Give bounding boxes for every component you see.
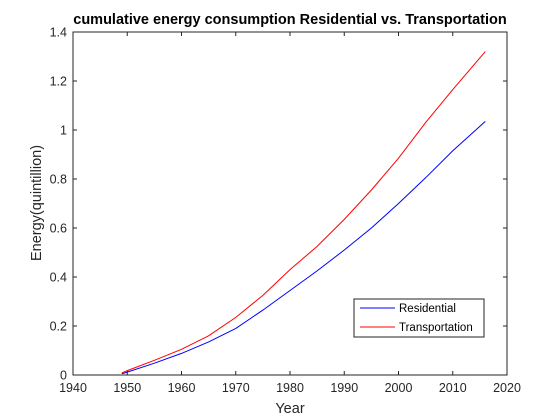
x-tick-label: 1980 (276, 381, 304, 395)
y-tick-label: 0.4 (50, 271, 67, 285)
y-axis: 0 0.2 0.4 0.6 0.8 1 1.2 1.4 (50, 26, 507, 383)
x-tick-label: 1990 (330, 381, 358, 395)
series-line-transportation (121, 51, 486, 374)
y-tick-label: 0.2 (50, 320, 67, 334)
x-tick-label: 1940 (59, 381, 87, 395)
y-tick-label: 1.4 (50, 26, 67, 40)
series-lines (121, 51, 486, 375)
x-tick-label: 2020 (493, 381, 521, 395)
legend-label-transportation: Transportation (399, 322, 473, 334)
y-tick-label: 1 (60, 124, 67, 138)
legend: Residential Transportation (353, 298, 485, 338)
y-tick-label: 0.6 (50, 222, 67, 236)
x-tick-label: 1970 (222, 381, 250, 395)
y-tick-label: 0.8 (50, 173, 67, 187)
series-line-residential (121, 121, 486, 375)
x-tick-label: 1950 (113, 381, 141, 395)
y-axis-label: Energy(quintillion) (29, 145, 45, 261)
y-tick-label: 0 (60, 369, 67, 383)
x-axis: 1940 1950 1960 1970 1980 1990 2000 2010 2020 (59, 32, 521, 395)
x-tick-label: 2010 (439, 381, 467, 395)
x-axis-label: Year (275, 401, 304, 417)
legend-label-residential: Residential (399, 303, 456, 315)
x-tick-label: 2000 (385, 381, 413, 395)
legend-box (353, 298, 485, 338)
y-tick-label: 1.2 (50, 75, 67, 89)
x-tick-label: 1960 (168, 381, 196, 395)
chart-title: cumulative energy consumption Residentia… (73, 12, 507, 28)
